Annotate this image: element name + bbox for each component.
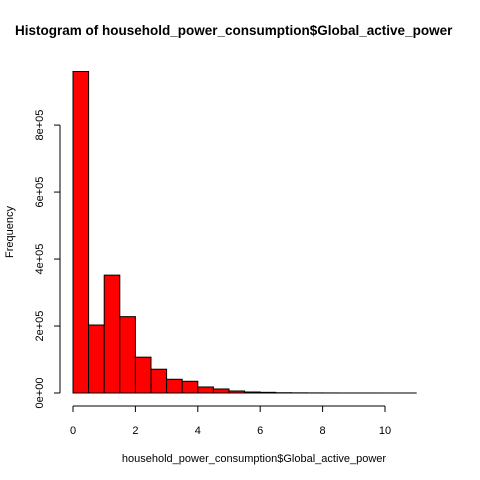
y-axis-label: Frequency bbox=[4, 206, 16, 258]
y-tick-label: 2e+05 bbox=[34, 311, 46, 342]
histogram-bar-4 bbox=[135, 357, 151, 393]
histogram-bar-9 bbox=[213, 389, 229, 393]
chart-title: Histogram of household_power_consumption… bbox=[15, 23, 453, 38]
histogram-bar-11 bbox=[245, 392, 261, 393]
histogram-bar-8 bbox=[198, 387, 214, 393]
x-tick-label: 8 bbox=[320, 425, 326, 437]
x-tick-label: 6 bbox=[257, 425, 263, 437]
histogram-bar-12 bbox=[260, 392, 276, 393]
histogram-bar-6 bbox=[167, 379, 183, 393]
x-axis-label: household_power_consumption$Global_activ… bbox=[122, 453, 387, 465]
histogram-bar-7 bbox=[182, 381, 198, 393]
y-tick-label: 8e+05 bbox=[34, 110, 46, 141]
y-tick-label: 6e+05 bbox=[34, 177, 46, 208]
y-axis: 0e+00 2e+05 4e+05 6e+05 8e+05 bbox=[34, 110, 60, 409]
x-tick-label: 0 bbox=[70, 425, 76, 437]
histogram-bar-5 bbox=[151, 369, 167, 393]
y-tick-label: 4e+05 bbox=[34, 244, 46, 275]
x-tick-label: 10 bbox=[379, 425, 391, 437]
histogram-bar-0 bbox=[73, 72, 89, 394]
x-tick-label: 2 bbox=[132, 425, 138, 437]
histogram-bar-3 bbox=[120, 317, 136, 393]
x-tick-label: 4 bbox=[195, 425, 201, 437]
x-axis: 0 2 4 6 8 10 bbox=[70, 406, 391, 437]
bars-group bbox=[73, 72, 416, 394]
histogram-bar-1 bbox=[89, 325, 105, 393]
histogram-bar-2 bbox=[104, 275, 120, 393]
histogram-bar-10 bbox=[229, 391, 245, 393]
y-tick-label: 0e+00 bbox=[34, 378, 46, 409]
